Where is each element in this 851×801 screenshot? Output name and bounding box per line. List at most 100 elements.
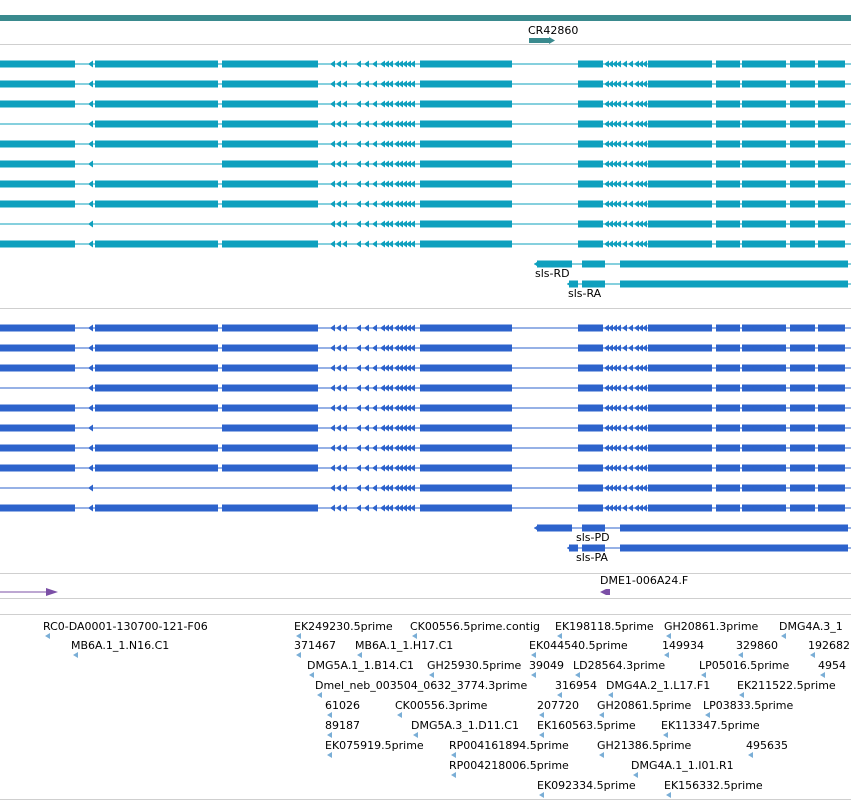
est-feature[interactable]: 192682: [808, 639, 850, 658]
est-label[interactable]: 4954: [818, 659, 846, 672]
est-feature[interactable]: EK075919.5prime: [325, 739, 424, 758]
est-label[interactable]: EK092334.5prime: [537, 779, 636, 792]
marker-label-dme1-006a24[interactable]: DME1-006A24.F: [600, 574, 688, 587]
est-label[interactable]: MB6A.1_1.H17.C1: [355, 639, 453, 652]
transcript-rna-row[interactable]: [0, 120, 851, 128]
est-feature[interactable]: EK160563.5prime: [537, 719, 636, 738]
est-label[interactable]: GH25930.5prime: [427, 659, 522, 672]
est-label[interactable]: 192682: [808, 639, 850, 652]
est-feature[interactable]: GH20861.5prime: [597, 699, 692, 718]
transcript-protein-row[interactable]: [0, 464, 851, 472]
transcript-protein-row[interactable]: [0, 484, 851, 492]
transcript-rna-row[interactable]: [0, 140, 851, 148]
est-feature[interactable]: DMG5A.3_1.D11.C1: [411, 719, 519, 738]
est-feature[interactable]: 39049: [529, 659, 564, 678]
est-feature[interactable]: EK044540.5prime: [529, 639, 628, 658]
gene-cr42860[interactable]: [529, 37, 555, 44]
est-label[interactable]: 39049: [529, 659, 564, 672]
est-label[interactable]: DMG5A.3_1.D11.C1: [411, 719, 519, 732]
marker-feature-dme1-006a24[interactable]: [600, 589, 610, 595]
transcript-rna-row[interactable]: [0, 240, 851, 248]
est-feature[interactable]: EK156332.5prime: [664, 779, 763, 798]
est-feature[interactable]: 4954: [818, 659, 846, 678]
est-feature[interactable]: EK113347.5prime: [661, 719, 760, 738]
est-label[interactable]: EK075919.5prime: [325, 739, 424, 752]
est-label[interactable]: 149934: [662, 639, 704, 652]
transcript-protein-row[interactable]: [0, 424, 851, 432]
est-feature[interactable]: DMG4A.2_1.L17.F1: [606, 679, 710, 698]
est-feature[interactable]: 149934: [662, 639, 704, 658]
est-label[interactable]: 316954: [555, 679, 597, 692]
est-feature[interactable]: GH25930.5prime: [427, 659, 522, 678]
est-feature[interactable]: LP03833.5prime: [703, 699, 794, 718]
est-label[interactable]: EK044540.5prime: [529, 639, 628, 652]
est-label[interactable]: RP004218006.5prime: [449, 759, 569, 772]
est-label[interactable]: EK211522.5prime: [737, 679, 836, 692]
est-feature[interactable]: RP004161894.5prime: [449, 739, 569, 758]
est-label[interactable]: EK156332.5prime: [664, 779, 763, 792]
est-feature[interactable]: 61026: [325, 699, 360, 718]
est-feature[interactable]: 495635: [746, 739, 788, 758]
est-feature[interactable]: 207720: [537, 699, 579, 718]
transcript-rna-row[interactable]: [0, 200, 851, 208]
est-feature[interactable]: 371467: [294, 639, 336, 658]
est-feature[interactable]: LD28564.3prime: [573, 659, 665, 678]
transcript-protein-short-row[interactable]: [534, 524, 851, 532]
est-label[interactable]: GH20861.5prime: [597, 699, 692, 712]
est-label[interactable]: GH20861.3prime: [664, 620, 759, 633]
est-feature[interactable]: 316954: [555, 679, 597, 698]
est-feature[interactable]: GH21386.5prime: [597, 739, 692, 758]
est-feature[interactable]: Dmel_neb_003504_0632_3774.3prime: [315, 679, 527, 698]
transcript-protein-row[interactable]: [0, 384, 851, 392]
est-feature[interactable]: CK00556.5prime.contig: [410, 620, 540, 639]
transcript-protein-row[interactable]: [0, 324, 851, 332]
est-feature[interactable]: MB6A.1_1.H17.C1: [355, 639, 453, 658]
transcript-label-sls-rd[interactable]: sls-RD: [535, 267, 570, 280]
est-label[interactable]: Dmel_neb_003504_0632_3774.3prime: [315, 679, 527, 692]
est-label[interactable]: 329860: [736, 639, 778, 652]
transcript-protein-row[interactable]: [0, 364, 851, 372]
est-feature[interactable]: EK092334.5prime: [537, 779, 636, 798]
est-label[interactable]: EK249230.5prime: [294, 620, 393, 633]
est-label[interactable]: 495635: [746, 739, 788, 752]
transcript-protein-row[interactable]: [0, 344, 851, 352]
est-label[interactable]: 371467: [294, 639, 336, 652]
est-label[interactable]: 61026: [325, 699, 360, 712]
est-label[interactable]: DMG5A.1_1.B14.C1: [307, 659, 414, 672]
est-feature[interactable]: DMG4A.3_1: [779, 620, 843, 639]
transcript-rna-short-row[interactable]: [567, 280, 851, 288]
est-label[interactable]: EK113347.5prime: [661, 719, 760, 732]
transcript-rna-row[interactable]: [0, 220, 851, 228]
transcript-label-sls-pd[interactable]: sls-PD: [576, 531, 610, 544]
transcript-rna-short-row[interactable]: [534, 260, 851, 268]
transcript-rna-row[interactable]: [0, 60, 851, 68]
transcript-label-sls-ra[interactable]: sls-RA: [568, 287, 602, 300]
gene-label-cr42860[interactable]: CR42860: [528, 24, 578, 37]
est-feature[interactable]: EK198118.5prime: [555, 620, 654, 639]
est-feature[interactable]: 329860: [736, 639, 778, 658]
est-label[interactable]: LP03833.5prime: [703, 699, 794, 712]
est-feature[interactable]: MB6A.1_1.N16.C1: [71, 639, 169, 658]
est-label[interactable]: 89187: [325, 719, 360, 732]
est-label[interactable]: MB6A.1_1.N16.C1: [71, 639, 169, 652]
transcript-rna-row[interactable]: [0, 180, 851, 188]
est-feature[interactable]: RC0-DA0001-130700-121-F06: [43, 620, 208, 639]
est-label[interactable]: CK00556.5prime.contig: [410, 620, 540, 633]
est-label[interactable]: CK00556.3prime: [395, 699, 488, 712]
est-feature[interactable]: DMG4A.1_1.I01.R1: [631, 759, 734, 778]
est-feature[interactable]: CK00556.3prime: [395, 699, 488, 718]
est-feature[interactable]: GH20861.3prime: [664, 620, 759, 639]
est-feature[interactable]: EK249230.5prime: [294, 620, 393, 639]
est-label[interactable]: RC0-DA0001-130700-121-F06: [43, 620, 208, 633]
est-label[interactable]: GH21386.5prime: [597, 739, 692, 752]
transcript-rna-row[interactable]: [0, 160, 851, 168]
est-label[interactable]: DMG4A.1_1.I01.R1: [631, 759, 734, 772]
transcript-label-sls-pa[interactable]: sls-PA: [576, 551, 608, 564]
transcript-rna-row[interactable]: [0, 100, 851, 108]
est-feature[interactable]: RP004218006.5prime: [449, 759, 569, 778]
est-feature[interactable]: LP05016.5prime: [699, 659, 790, 678]
est-feature[interactable]: EK211522.5prime: [737, 679, 836, 698]
est-label[interactable]: LD28564.3prime: [573, 659, 665, 672]
est-label[interactable]: DMG4A.3_1: [779, 620, 843, 633]
